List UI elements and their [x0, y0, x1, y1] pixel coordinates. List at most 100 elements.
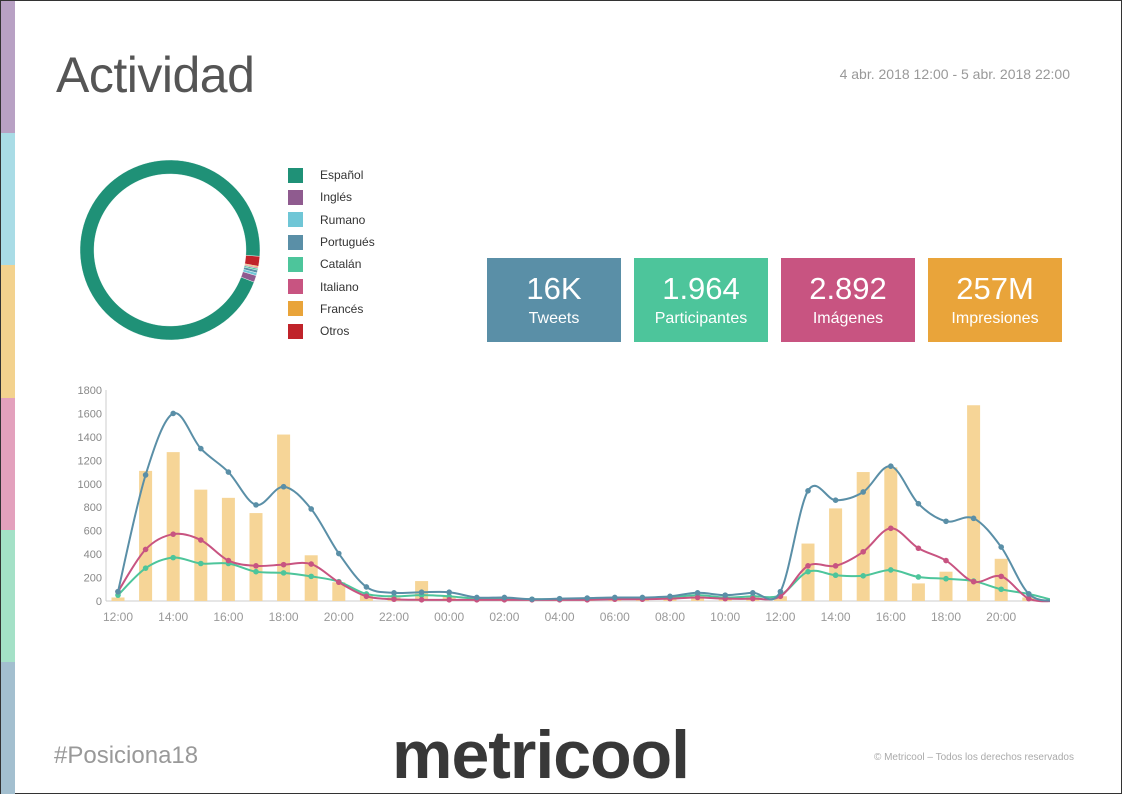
series-point — [860, 572, 866, 579]
series-point — [391, 589, 397, 596]
x-tick-label: 14:00 — [158, 610, 188, 624]
kpi-label: Impresiones — [951, 310, 1039, 327]
bar — [139, 470, 153, 601]
metricool-logo: metricool — [392, 717, 690, 793]
bar — [332, 582, 346, 601]
x-tick-label: 20:00 — [324, 610, 354, 624]
series-point — [639, 594, 646, 601]
series-point — [584, 595, 590, 601]
x-tick-label: 02:00 — [489, 610, 519, 624]
bar — [277, 434, 291, 601]
series-point — [336, 550, 342, 557]
y-tick-label: 800 — [84, 502, 102, 514]
series-point — [556, 595, 563, 602]
y-tick-label: 1400 — [78, 432, 102, 444]
legend-swatch — [288, 323, 303, 339]
legend-label: Español — [320, 168, 364, 183]
series-point — [860, 489, 866, 495]
series-point — [115, 588, 121, 595]
legend-item: Italiano — [288, 275, 375, 297]
kpi-label: Tweets — [528, 310, 580, 327]
series-point — [198, 560, 204, 567]
x-tick-label: 00:00 — [434, 610, 464, 624]
side-strip-segment — [1, 1, 15, 134]
series-point — [943, 575, 949, 582]
legend-swatch — [288, 167, 303, 183]
series-point — [280, 561, 287, 568]
date-range: 4 abr. 2018 12:00 - 5 abr. 2018 22:00 — [839, 66, 1070, 82]
series-point — [888, 463, 894, 469]
series-point — [1026, 591, 1032, 597]
bar — [967, 405, 981, 601]
kpi-value: 1.964 — [662, 271, 740, 306]
series-point — [612, 594, 618, 601]
series-point — [722, 592, 728, 598]
bar — [111, 597, 125, 601]
kpi-value: 16K — [526, 271, 582, 306]
series-point — [225, 469, 232, 475]
kpi-label: Participantes — [654, 310, 748, 327]
legend-label: Francés — [320, 301, 364, 316]
side-strip-segment — [1, 397, 15, 530]
series-point — [915, 574, 922, 580]
language-donut-chart — [79, 159, 261, 341]
series-point — [142, 472, 149, 478]
legend-swatch — [288, 212, 303, 228]
y-tick-label: 0 — [96, 596, 102, 608]
series-point — [529, 596, 535, 603]
series-point — [308, 573, 314, 580]
series-point — [915, 545, 922, 552]
series-point — [308, 561, 314, 567]
series-point — [253, 568, 259, 575]
legend-item: Portugués — [288, 231, 375, 253]
series-point — [363, 584, 370, 590]
legend-swatch — [288, 256, 303, 272]
activity-line-chart: 0 200 400 600 800 1000 1200 1400 1600 1800 12:00 14… — [78, 385, 1050, 624]
series-point — [170, 531, 176, 537]
bar — [249, 513, 263, 601]
series-point — [446, 589, 453, 596]
legend-label: Inglés — [320, 190, 353, 205]
series-point — [832, 563, 839, 569]
series-point — [418, 589, 425, 596]
copyright: © Metricool – Todos los derechos reserva… — [873, 752, 1074, 763]
series-point — [198, 445, 204, 452]
series-point — [170, 410, 176, 417]
x-tick-label: 20:00 — [986, 610, 1016, 624]
series-point — [694, 589, 701, 596]
series-point — [998, 544, 1004, 550]
legend-item: Otros — [288, 320, 375, 342]
hashtag: #Posiciona18 — [54, 742, 199, 769]
side-strip-segment — [1, 265, 15, 398]
kpi-card-tweets: 16K Tweets — [487, 258, 621, 342]
side-color-strip — [1, 1, 15, 795]
series-point — [970, 578, 977, 585]
series-point — [888, 525, 894, 532]
bar — [856, 472, 870, 601]
x-tick-label: 18:00 — [269, 610, 299, 624]
series-point — [970, 515, 977, 522]
side-strip-segment — [1, 661, 15, 795]
series-point — [446, 597, 453, 603]
series-point — [667, 593, 673, 600]
legend-label: Italiano — [320, 279, 359, 294]
y-tick-label: 600 — [84, 526, 102, 538]
series-point — [253, 502, 259, 508]
series-point — [805, 563, 811, 569]
kpi-card-impresiones: 257M Impresiones — [928, 258, 1062, 342]
x-tick-label: 10:00 — [710, 610, 740, 624]
x-tick-label: 06:00 — [600, 610, 630, 624]
bar — [166, 452, 180, 601]
series-point — [750, 589, 756, 596]
kpi-card-imágenes: 2.892 Imágenes — [781, 258, 915, 342]
bar — [911, 583, 925, 601]
page-title: Actividad — [56, 47, 255, 103]
bar — [829, 508, 843, 601]
kpi-value: 257M — [956, 271, 1034, 306]
y-tick-label: 200 — [84, 573, 102, 585]
legend-label: Otros — [320, 324, 350, 339]
legend-label: Catalán — [320, 257, 362, 272]
bar — [884, 467, 898, 601]
y-tick-label: 1000 — [78, 479, 102, 491]
y-tick-label: 1800 — [78, 385, 102, 397]
